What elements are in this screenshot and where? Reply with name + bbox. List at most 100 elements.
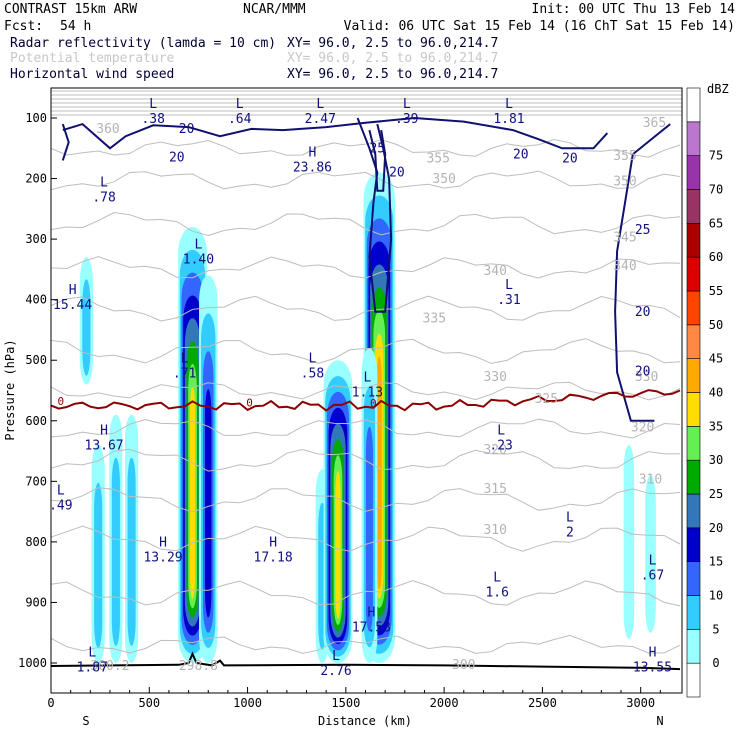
plot-frame bbox=[50, 87, 683, 694]
theta-label-0: 360 bbox=[96, 122, 119, 137]
x-tick-label-4: 2000 bbox=[430, 696, 459, 710]
reflectivity-cell-8-level-9 bbox=[376, 356, 382, 590]
colorbar-label-6: 30 bbox=[709, 453, 723, 467]
extremum-value-7: 1.40 bbox=[183, 252, 214, 267]
extremum-type-10: L bbox=[181, 351, 189, 366]
freezing-level-line bbox=[51, 389, 681, 412]
colorbar-label-2: 10 bbox=[709, 589, 723, 603]
freezing-label-2: 0 bbox=[370, 397, 377, 410]
y-tick-label-8: 900 bbox=[25, 595, 47, 609]
y-tick-label-6: 700 bbox=[25, 474, 47, 488]
x-tick-label-1: 500 bbox=[138, 696, 160, 710]
theta-contour-3 bbox=[51, 256, 681, 279]
extremum-value-23: 13.55 bbox=[633, 661, 672, 676]
extremum-value-18: 17.18 bbox=[254, 550, 293, 565]
field-wind-name: Horizontal wind speed bbox=[10, 67, 174, 82]
wind-label-3: 20 bbox=[389, 166, 405, 181]
theta-label-2: 355 bbox=[613, 149, 636, 164]
extremum-value-22: 1.87 bbox=[77, 661, 108, 676]
theta-label-7: 340 bbox=[483, 264, 506, 279]
theta-contour-1 bbox=[51, 170, 681, 191]
extremum-type-23: H bbox=[649, 646, 657, 661]
field-reflectivity-xy: XY= 96.0, 2.5 to 96.0,214.7 bbox=[287, 36, 498, 51]
extremum-value-20: .67 bbox=[641, 569, 664, 584]
extremum-type-19: L bbox=[493, 570, 501, 585]
wind-label-6: 25 bbox=[635, 223, 651, 238]
colorbar: 0 5 10 15 20 25 30 35 40 45 50 55 60 65 70 75 bbox=[686, 87, 723, 698]
theta-contour-12 bbox=[51, 634, 681, 654]
extremum-type-21: H bbox=[367, 606, 375, 621]
theta-label-15: 315 bbox=[483, 482, 506, 497]
theta-contour-10 bbox=[51, 525, 681, 552]
south-label: S bbox=[82, 714, 89, 728]
colorbar-label-3: 15 bbox=[709, 555, 723, 569]
x-tick-label-3: 1500 bbox=[331, 696, 360, 710]
wind-contour-4 bbox=[61, 123, 70, 161]
theta-label-12: 325 bbox=[535, 392, 558, 407]
theta-contour-2 bbox=[51, 211, 681, 237]
wind-contour-2 bbox=[368, 129, 387, 192]
colorbar-label-11: 55 bbox=[709, 284, 723, 298]
x-axis: 0 500 1000 1500 2000 2500 3000 bbox=[47, 687, 661, 710]
field-reflectivity-name: Radar reflectivity (lamda = 10 cm) bbox=[10, 36, 276, 51]
theta-label-17: 310 bbox=[639, 473, 662, 488]
extremum-value-21: 17.53 bbox=[352, 621, 391, 636]
reflectivity-cell-9-level-3 bbox=[365, 426, 373, 632]
y-tick-label-5: 600 bbox=[25, 414, 47, 428]
colorbar-swatch-1 bbox=[686, 629, 701, 664]
colorbar-label-8: 40 bbox=[709, 386, 723, 400]
theta-label-16: 310 bbox=[483, 523, 506, 538]
reflectivity-cell-11-level-1 bbox=[645, 475, 656, 633]
extremum-type-17: H bbox=[159, 535, 167, 550]
extremum-type-15: L bbox=[57, 483, 65, 498]
forecast-hours: 54 h bbox=[60, 19, 91, 34]
extremum-value-1: .64 bbox=[228, 112, 252, 127]
theta-label-10: 330 bbox=[483, 370, 506, 385]
reflectivity-cell-2-level-2 bbox=[127, 457, 136, 646]
y-tick-label-3: 400 bbox=[25, 293, 47, 307]
extremum-value-9: .31 bbox=[497, 293, 520, 308]
colorbar-label-12: 60 bbox=[709, 250, 723, 264]
colorbar-label-10: 50 bbox=[709, 318, 723, 332]
extremum-value-15: .49 bbox=[49, 498, 72, 513]
x-axis-title: Distance (km) bbox=[318, 714, 412, 728]
extremum-type-2: L bbox=[316, 97, 324, 112]
theta-label-1: 355 bbox=[426, 152, 449, 167]
colorbar-swatch-10 bbox=[686, 324, 701, 359]
extremum-type-8: H bbox=[69, 283, 77, 298]
extremum-value-14: .23 bbox=[489, 438, 512, 453]
extremum-type-4: L bbox=[505, 97, 513, 112]
wind-label-8: 20 bbox=[635, 365, 651, 380]
wind-label-0: 20 bbox=[179, 122, 195, 137]
wind-contours bbox=[61, 116, 671, 422]
theta-contour-9 bbox=[51, 487, 681, 513]
valid-time: Valid: 06 UTC Sat 15 Feb 14 (16 ChT Sat … bbox=[344, 19, 735, 34]
y-tick-label-2: 300 bbox=[25, 232, 47, 246]
theta-label-4: 350 bbox=[432, 172, 455, 187]
extremum-type-24: L bbox=[332, 649, 340, 664]
wind-label-2: 25 bbox=[369, 141, 385, 156]
freezing-level-path bbox=[51, 389, 681, 412]
reflectivity-cell-3-level-2 bbox=[82, 279, 91, 376]
extremum-value-0: .38 bbox=[141, 112, 164, 127]
colorbar-label-9: 45 bbox=[709, 352, 723, 366]
theta-label-19: 298.8 bbox=[179, 659, 218, 674]
extremum-value-3: .39 bbox=[395, 112, 418, 127]
extremum-type-16: L bbox=[566, 511, 574, 526]
reflectivity-cell-0-level-2 bbox=[94, 482, 103, 648]
colorbar-label-0: 0 bbox=[712, 656, 719, 670]
colorbar-swatch-9 bbox=[686, 358, 701, 393]
colorbar-swatch-13 bbox=[686, 223, 701, 258]
y-tick-label-7: 800 bbox=[25, 535, 47, 549]
extremum-type-22: L bbox=[88, 646, 96, 661]
reflectivity-cell-4-level-8 bbox=[189, 386, 196, 600]
colorbar-swatch-17 bbox=[686, 87, 701, 123]
wind-contour-3 bbox=[614, 123, 671, 422]
extremum-value-16: 2 bbox=[566, 526, 574, 541]
wind-label-4: 20 bbox=[513, 147, 529, 162]
extremum-type-6: L bbox=[100, 176, 108, 191]
colorbar-label-13: 65 bbox=[709, 216, 723, 230]
colorbar-swatch-16 bbox=[686, 121, 701, 156]
colorbar-swatch-11 bbox=[686, 290, 701, 326]
extremum-value-24: 2.76 bbox=[320, 664, 351, 679]
